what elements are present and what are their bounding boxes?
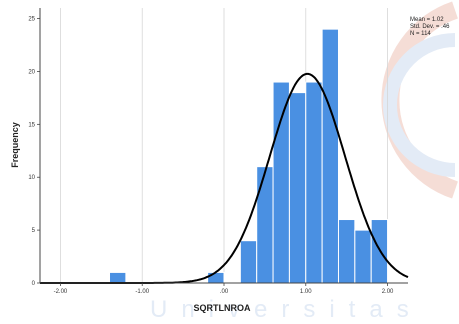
x-axis-label: SQRTLNROA bbox=[194, 303, 251, 313]
y-axis-label: Frequency bbox=[10, 122, 20, 168]
y-tick-label-0: 0 bbox=[32, 281, 36, 287]
watermark-text: Universitas bbox=[150, 296, 423, 323]
watermark-logo-arc bbox=[360, 0, 459, 205]
histogram-bar-8 bbox=[337, 219, 356, 284]
x-tick-label-0: -2.00 bbox=[54, 289, 68, 295]
stats-box: Mean = 1.02 Std. Dev. = .46 N = 114 bbox=[410, 17, 449, 38]
x-tick-labels: -2.00 -1.00 .00 1.00 2.00 bbox=[54, 283, 394, 295]
histogram-bar-4 bbox=[272, 81, 290, 284]
y-tick-label-4: 20 bbox=[28, 69, 35, 75]
histogram-bars bbox=[109, 28, 389, 284]
x-tick-label-2: .00 bbox=[220, 289, 229, 295]
histogram-bar-6 bbox=[305, 81, 323, 284]
stats-std-dev: Std. Dev. = .46 bbox=[410, 24, 450, 30]
y-tick-labels: 0 5 10 15 20 25 bbox=[28, 17, 40, 287]
stats-mean: Mean = 1.02 bbox=[410, 17, 444, 23]
x-tick-label-4: 2.00 bbox=[382, 289, 394, 295]
histogram-bar-9 bbox=[354, 229, 372, 284]
histogram-bar-7 bbox=[321, 28, 339, 284]
histogram-bar-5 bbox=[288, 92, 307, 284]
y-tick-label-3: 15 bbox=[28, 122, 35, 128]
y-tick-label-5: 25 bbox=[28, 17, 35, 23]
x-tick-label-3: 1.00 bbox=[300, 289, 312, 295]
histogram-bar-2 bbox=[239, 240, 258, 284]
histogram-bar-0 bbox=[109, 271, 127, 284]
histogram-bar-3 bbox=[256, 166, 274, 284]
y-tick-label-1: 5 bbox=[32, 228, 36, 234]
histogram-bar-1 bbox=[207, 271, 225, 284]
y-tick-label-2: 10 bbox=[28, 175, 35, 181]
stats-n: N = 114 bbox=[410, 31, 431, 37]
x-tick-label-1: -1.00 bbox=[135, 289, 149, 295]
